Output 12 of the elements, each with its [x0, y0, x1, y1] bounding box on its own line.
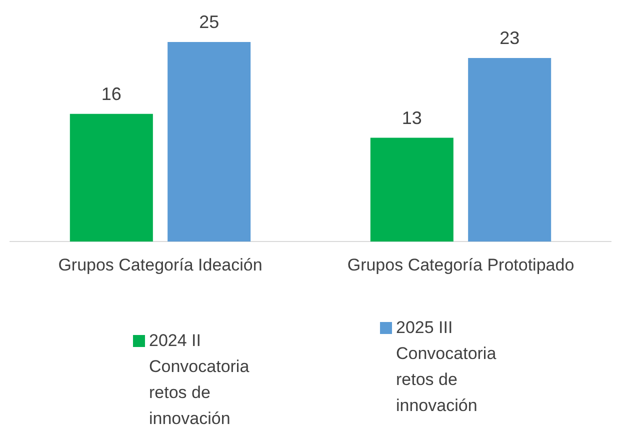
bar	[370, 138, 454, 242]
x-tick-label: Grupos Categoría Ideación	[58, 255, 262, 274]
bar	[70, 114, 153, 242]
legend-label: 2025 III Convocatoria retos de innovación	[396, 317, 498, 417]
data-label: 13	[402, 108, 422, 128]
data-label: 25	[199, 12, 220, 32]
x-tick-label: Grupos Categoría Prototipado	[347, 255, 574, 274]
data-label: 16	[101, 84, 122, 104]
data-label: 23	[500, 28, 520, 48]
legend-label: 2024 II Convocatoria retos de innovación	[149, 330, 250, 430]
bar	[468, 58, 552, 242]
bar	[168, 42, 251, 242]
